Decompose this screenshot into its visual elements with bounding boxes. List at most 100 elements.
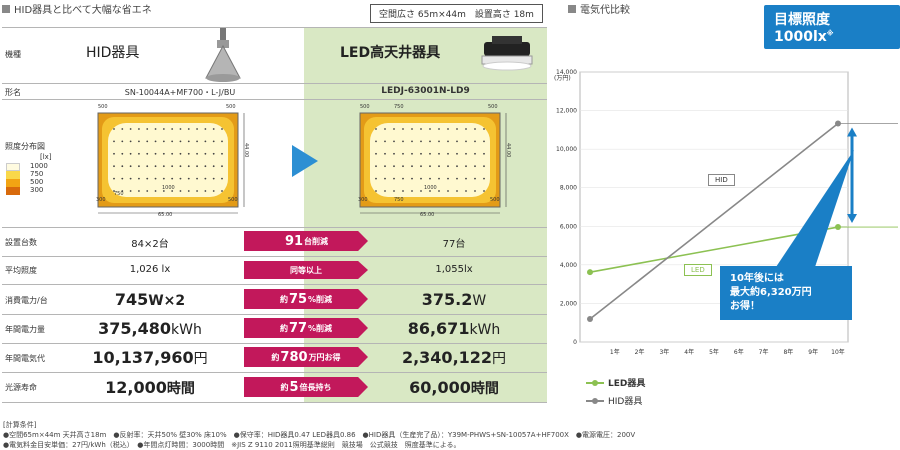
lamp-dot: [171, 165, 174, 168]
space-info-box: 空間広さ 65m×44m 設置高さ 18m: [370, 4, 543, 23]
x-tick-label: 8年: [783, 348, 793, 356]
lamp-dot: [402, 177, 404, 180]
lamp-dot: [221, 165, 223, 168]
lamp-dot: [429, 140, 431, 143]
lamp-dot: [129, 152, 132, 155]
lamp-dot: [162, 128, 165, 130]
lamp-dot: [196, 177, 198, 180]
series-line-hid: [589, 122, 839, 320]
lamp-dot: [162, 190, 165, 192]
lamp-dot: [384, 190, 386, 192]
x-tick-label: 6年: [734, 348, 744, 356]
lamp-dot: [447, 177, 449, 180]
row-label-distribution: 照度分布図: [5, 142, 45, 151]
lamp-dot: [474, 190, 476, 192]
lamp-dot: [171, 128, 174, 130]
lamp-dot: [121, 128, 124, 130]
lux-swatch: [6, 171, 20, 179]
lamp-dot: [129, 165, 132, 168]
legend-hid-label: HID器具: [608, 397, 643, 407]
lamp-dot: [212, 190, 215, 192]
lamp-dot: [129, 128, 132, 130]
lamp-dot: [212, 177, 215, 180]
lamp-dot: [221, 140, 223, 143]
lamp-dot: [113, 177, 115, 180]
x-tick-label: 2年: [635, 348, 645, 356]
lamp-dot: [420, 152, 422, 155]
row-divider: [2, 372, 547, 373]
value-number: 375,480: [98, 319, 172, 338]
lamp-dot: [204, 190, 207, 192]
hid-avg-lux: 1,026 lx: [129, 264, 171, 275]
lamp-dot: [465, 152, 467, 155]
lamp-dot: [384, 177, 386, 180]
pill-prefix: 約: [280, 382, 289, 392]
map-label: 500: [490, 197, 500, 203]
lamp-dot: [375, 140, 377, 143]
lux-swatch: [6, 187, 20, 195]
lamp-dot: [438, 165, 440, 168]
pill-number: 75: [288, 291, 308, 307]
lamp-dot: [129, 190, 132, 192]
map-label: 500: [488, 104, 498, 110]
lamp-dot: [154, 128, 157, 130]
lamp-dot: [411, 140, 413, 143]
target-badge-mark: ※: [826, 29, 834, 38]
x-tick-label: 9年: [808, 348, 818, 356]
led-highbay-icon: [481, 36, 533, 71]
led-annual-power: 86,671kWh: [364, 319, 544, 338]
pill-prefix: 約: [279, 294, 288, 304]
savings-pill-avg-lux: 同等以上: [244, 261, 368, 279]
lux-level: 750: [30, 170, 44, 178]
map-label: 1000: [424, 185, 437, 191]
lamp-dot: [221, 152, 223, 155]
lamp-dot: [212, 140, 215, 143]
pill-suffix: 倍長持ち: [299, 382, 332, 392]
lamp-dot: [196, 165, 198, 168]
y-tick-label: 8,000: [560, 185, 577, 192]
map-label: 1000: [162, 185, 175, 191]
lamp-dot: [474, 165, 476, 168]
value-unit: W×2: [148, 293, 186, 309]
lamp-dot: [465, 165, 467, 168]
pill-number: 91: [284, 233, 304, 249]
lamp-dot: [212, 165, 215, 168]
value-number: 2,340,122: [401, 348, 493, 367]
row-divider: [2, 402, 547, 403]
lamp-dot: [204, 165, 207, 168]
legend-hid-swatch: [586, 397, 604, 404]
lux-level: 300: [30, 186, 44, 194]
footer-title: [計算条件]: [3, 421, 37, 429]
lamp-dot: [456, 152, 458, 155]
lamp-dot: [179, 140, 182, 143]
led-life: 60,000時間: [364, 378, 544, 398]
difference-arrow-head: [847, 214, 857, 224]
lamp-dot: [179, 190, 182, 192]
hid-illuminance-map: 500 500 1000 750 500 300 65.00 44.00: [92, 103, 252, 221]
legend-led-swatch: [586, 379, 604, 386]
lamp-dot: [447, 165, 449, 168]
pill-suffix: %削減: [308, 294, 333, 304]
pill-suffix: 同等以上: [290, 265, 322, 275]
map-label: 300: [358, 197, 368, 203]
pill-prefix: 約: [271, 352, 280, 362]
lamp-dot: [402, 152, 404, 155]
pill-prefix: 約: [279, 323, 288, 333]
lamp-dot: [138, 165, 140, 168]
hid-model-number: SN-10044A+MF700・L-J/BU: [124, 88, 236, 97]
row-divider: [2, 227, 547, 228]
led-illuminance-map: 500 750 500 1000 300 750 500 65.00 44.00: [354, 103, 514, 221]
hid-lamp-icon: [205, 28, 241, 82]
row-divider: [2, 99, 547, 100]
lamp-dot: [212, 152, 215, 155]
lamp-dot: [438, 152, 440, 155]
value-number: 10,137,960: [92, 348, 194, 367]
map-label: 300: [96, 197, 106, 203]
lamp-dot: [483, 128, 485, 130]
x-tick-label: 1年: [610, 348, 620, 356]
x-tick-label: 4年: [684, 348, 694, 356]
lamp-dot: [121, 165, 124, 168]
lamp-dot: [204, 152, 207, 155]
value-unit: 円: [492, 351, 507, 367]
lamp-dot: [204, 177, 207, 180]
